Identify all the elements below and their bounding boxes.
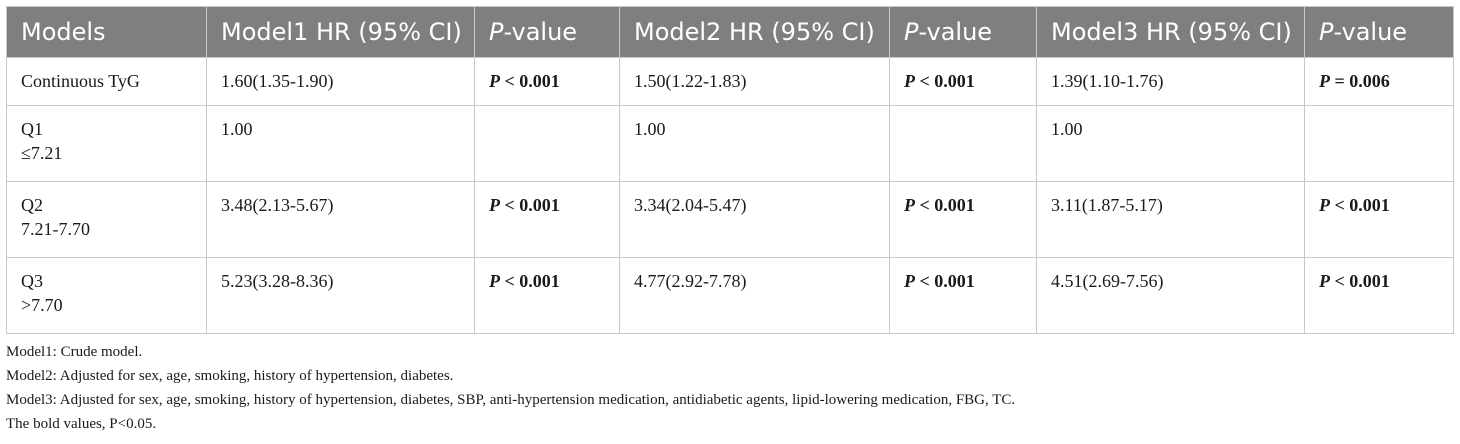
footnote-model2: Model2: Adjusted for sex, age, smoking, … [6, 368, 454, 384]
model1-p-cell: P < 0.001 [474, 57, 620, 106]
row-label: Q3 >7.70 [6, 257, 207, 334]
model2-hr-cell: 4.77(2.92-7.78) [619, 257, 890, 334]
model3-hr-cell: 1.00 [1036, 105, 1305, 182]
model1-hr-cell: 3.48(2.13-5.67) [206, 181, 475, 258]
header-p-value-1: P-value [474, 6, 620, 58]
model3-hr-cell: 3.11(1.87-5.17) [1036, 181, 1305, 258]
model1-p-cell: P < 0.001 [474, 257, 620, 334]
model2-hr-cell: 1.50(1.22-1.83) [619, 57, 890, 106]
model3-p-cell: P = 0.006 [1304, 57, 1454, 106]
row-sublabel: 7.21-7.70 [21, 219, 90, 239]
header-row: Models Model1 HR (95% CI) P-value Model2… [6, 6, 1454, 58]
model3-p-cell: P < 0.001 [1304, 181, 1454, 258]
model3-p-cell: P < 0.001 [1304, 257, 1454, 334]
model1-p-cell [474, 105, 620, 182]
row-sublabel: >7.70 [21, 295, 63, 315]
row-label: Continuous TyG [6, 57, 207, 106]
model2-p-cell: P < 0.001 [889, 181, 1037, 258]
results-table-container: Models Model1 HR (95% CI) P-value Model2… [6, 6, 1454, 334]
header-model2-hr: Model2 HR (95% CI) [619, 6, 890, 58]
table-row: Q3 >7.70 5.23(3.28-8.36) P < 0.001 4.77(2… [6, 257, 1454, 334]
model2-p-cell [889, 105, 1037, 182]
model1-hr-cell: 5.23(3.28-8.36) [206, 257, 475, 334]
model3-hr-cell: 1.39(1.10-1.76) [1036, 57, 1305, 106]
header-p-value-3: P-value [1304, 6, 1454, 58]
table-row: Continuous TyG 1.60(1.35-1.90) P < 0.001… [6, 57, 1454, 106]
model1-p-cell: P < 0.001 [474, 181, 620, 258]
header-models: Models [6, 6, 207, 58]
hazard-ratio-table: Models Model1 HR (95% CI) P-value Model2… [6, 6, 1454, 334]
row-sublabel: ≤7.21 [21, 143, 63, 163]
model1-hr-cell: 1.60(1.35-1.90) [206, 57, 475, 106]
row-label: Q2 7.21-7.70 [6, 181, 207, 258]
model3-p-cell [1304, 105, 1454, 182]
model2-hr-cell: 1.00 [619, 105, 890, 182]
footnote-model3: Model3: Adjusted for sex, age, smoking, … [6, 392, 1016, 408]
table-row: Q2 7.21-7.70 3.48(2.13-5.67) P < 0.001 3.… [6, 181, 1454, 258]
model2-p-cell: P < 0.001 [889, 257, 1037, 334]
table-footnotes: Model1: Crude model. Model2: Adjusted fo… [6, 340, 1015, 436]
model1-hr-cell: 1.00 [206, 105, 475, 182]
footnote-bold-values: The bold values, P<0.05. [6, 416, 157, 432]
footnote-model1: Model1: Crude model. [6, 344, 143, 360]
header-model3-hr: Model3 HR (95% CI) [1036, 6, 1305, 58]
header-model1-hr: Model1 HR (95% CI) [206, 6, 475, 58]
row-label: Q1 ≤7.21 [6, 105, 207, 182]
header-p-value-2: P-value [889, 6, 1037, 58]
model2-p-cell: P < 0.001 [889, 57, 1037, 106]
model3-hr-cell: 4.51(2.69-7.56) [1036, 257, 1305, 334]
model2-hr-cell: 3.34(2.04-5.47) [619, 181, 890, 258]
table-row: Q1 ≤7.21 1.00 1.00 1.00 [6, 105, 1454, 182]
